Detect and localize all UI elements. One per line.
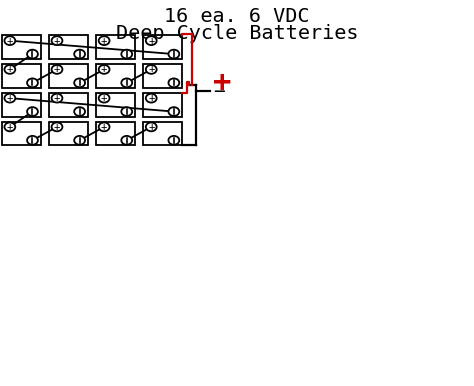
Circle shape	[121, 50, 132, 59]
Circle shape	[27, 50, 38, 59]
Text: +: +	[7, 93, 13, 103]
Circle shape	[74, 107, 85, 116]
Circle shape	[146, 122, 156, 131]
Circle shape	[121, 78, 132, 87]
Bar	[96, 122, 135, 146]
Bar	[49, 36, 88, 59]
Text: +: +	[101, 93, 107, 103]
Bar	[96, 93, 135, 117]
Text: −: −	[213, 81, 225, 101]
Circle shape	[4, 122, 15, 131]
Circle shape	[99, 94, 109, 103]
Text: +: +	[101, 64, 107, 74]
Circle shape	[74, 50, 85, 59]
Text: +: +	[7, 36, 13, 46]
Circle shape	[99, 122, 109, 131]
Circle shape	[146, 36, 156, 45]
Text: Deep Cycle Batteries: Deep Cycle Batteries	[116, 24, 358, 44]
Circle shape	[4, 36, 15, 45]
Circle shape	[168, 78, 179, 87]
Bar	[143, 36, 182, 59]
Circle shape	[52, 36, 63, 45]
Circle shape	[168, 107, 179, 116]
Text: +: +	[213, 68, 231, 97]
Text: +: +	[148, 64, 155, 74]
Circle shape	[168, 50, 179, 59]
Bar	[96, 64, 135, 88]
Bar	[143, 93, 182, 117]
Text: +: +	[54, 64, 60, 74]
Bar	[1, 122, 41, 146]
Bar	[1, 36, 41, 59]
Text: +: +	[54, 93, 60, 103]
Circle shape	[99, 65, 109, 74]
Bar	[1, 64, 41, 88]
Circle shape	[121, 136, 132, 145]
Circle shape	[52, 94, 63, 103]
Circle shape	[4, 65, 15, 74]
Circle shape	[168, 136, 179, 145]
Circle shape	[52, 65, 63, 74]
Text: +: +	[101, 36, 107, 46]
Bar	[143, 122, 182, 146]
Text: +: +	[7, 64, 13, 74]
Circle shape	[27, 136, 38, 145]
Circle shape	[146, 65, 156, 74]
Circle shape	[146, 94, 156, 103]
Circle shape	[4, 94, 15, 103]
Text: +: +	[54, 122, 60, 132]
Circle shape	[27, 107, 38, 116]
Text: +: +	[148, 93, 155, 103]
Circle shape	[27, 78, 38, 87]
Circle shape	[99, 36, 109, 45]
Text: +: +	[7, 122, 13, 132]
Bar	[49, 93, 88, 117]
Circle shape	[74, 136, 85, 145]
Text: 16 ea. 6 VDC: 16 ea. 6 VDC	[164, 7, 310, 26]
Bar	[49, 64, 88, 88]
Bar	[1, 93, 41, 117]
Text: +: +	[54, 36, 60, 46]
Text: +: +	[101, 122, 107, 132]
Text: +: +	[148, 122, 155, 132]
Bar	[143, 64, 182, 88]
Bar	[49, 122, 88, 146]
Circle shape	[74, 78, 85, 87]
Circle shape	[121, 107, 132, 116]
Circle shape	[52, 122, 63, 131]
Text: +: +	[148, 36, 155, 46]
Bar	[96, 36, 135, 59]
